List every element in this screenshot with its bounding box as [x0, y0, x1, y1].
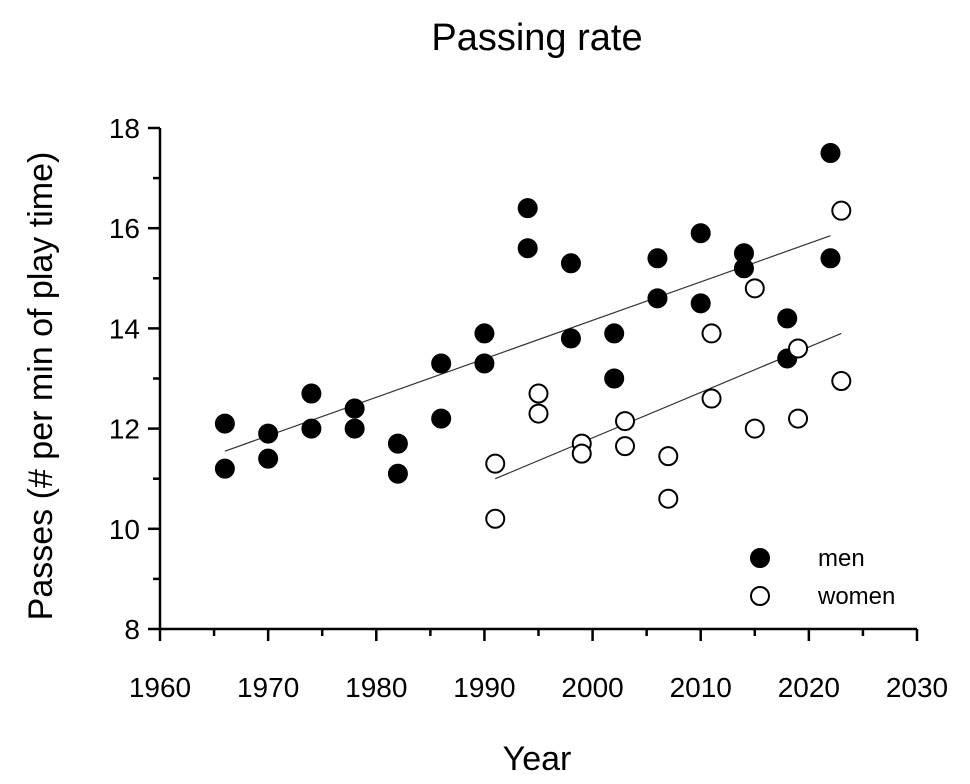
x-tick-label: 1960 [129, 672, 191, 703]
women-data-point [485, 453, 506, 474]
women-data-point [701, 323, 722, 344]
women-data-point [744, 418, 765, 439]
legend: men women [750, 545, 895, 610]
y-tick-label: 10 [109, 514, 140, 545]
men-data-point [431, 408, 452, 429]
women-data-point [571, 443, 592, 464]
x-tick-label: 1990 [453, 672, 515, 703]
men-data-point [777, 308, 798, 329]
men-data-point [690, 223, 711, 244]
men-data-point [214, 458, 235, 479]
men-data-point [344, 418, 365, 439]
x-tick-label: 2020 [778, 672, 840, 703]
men-trend-line [224, 235, 831, 452]
men-data-point [301, 418, 322, 439]
x-tick-label: 2030 [886, 672, 948, 703]
men-data-point [820, 248, 841, 269]
men-data-point [690, 293, 711, 314]
men-data-point [387, 463, 408, 484]
legend-marker-men [750, 548, 770, 568]
y-tick-label: 18 [109, 113, 140, 144]
women-data-point [831, 371, 852, 392]
women-data-point [701, 388, 722, 409]
men-data-point [258, 423, 279, 444]
men-data-point [258, 448, 279, 469]
men-data-point [647, 248, 668, 269]
women-data-point [788, 338, 809, 359]
women-data-point [528, 403, 549, 424]
men-data-point [733, 258, 754, 279]
x-tick-label: 1970 [237, 672, 299, 703]
plot-area: 8 10 12 14 16 18 1960 1970 1980 1990 2000 2010 2020… [109, 113, 948, 703]
x-tick-label: 1980 [345, 672, 407, 703]
y-tick-label: 16 [109, 213, 140, 244]
men-data-point [301, 383, 322, 404]
x-ticks: 1960 1970 1980 1990 2000 2010 2020 2030 [129, 629, 948, 703]
men-data-point [517, 198, 538, 219]
legend-label-men: men [818, 545, 865, 572]
men-data-point [431, 353, 452, 374]
women-data-point [615, 436, 636, 457]
chart-title: Passing rate [431, 17, 642, 59]
men-data-point [560, 328, 581, 349]
y-axis-title: Passes (# per min of play time) [22, 152, 60, 621]
data-points [214, 143, 852, 529]
women-data-point [831, 200, 852, 221]
women-data-point [658, 446, 679, 467]
women-data-point [788, 408, 809, 429]
x-axis-title: Year [503, 740, 572, 778]
men-data-point [604, 368, 625, 389]
men-data-point [474, 353, 495, 374]
men-data-point [387, 433, 408, 454]
y-tick-label: 12 [109, 414, 140, 445]
women-data-point [744, 278, 765, 299]
men-data-point [344, 398, 365, 419]
women-data-point [658, 488, 679, 509]
men-data-point [474, 323, 495, 344]
legend-label-women: women [817, 583, 895, 610]
men-data-point [560, 253, 581, 274]
men-data-point [647, 288, 668, 309]
y-ticks: 8 10 12 14 16 18 [109, 113, 160, 645]
women-data-point [615, 411, 636, 432]
y-tick-label: 8 [124, 614, 140, 645]
women-data-point [528, 383, 549, 404]
x-tick-label: 2000 [561, 672, 623, 703]
men-data-point [214, 413, 235, 434]
men-data-point [820, 143, 841, 164]
men-data-point [604, 323, 625, 344]
men-data-point [517, 238, 538, 259]
women-data-point [485, 508, 506, 529]
legend-marker-women [750, 586, 770, 606]
y-tick-label: 14 [109, 313, 140, 344]
x-tick-label: 2010 [670, 672, 732, 703]
